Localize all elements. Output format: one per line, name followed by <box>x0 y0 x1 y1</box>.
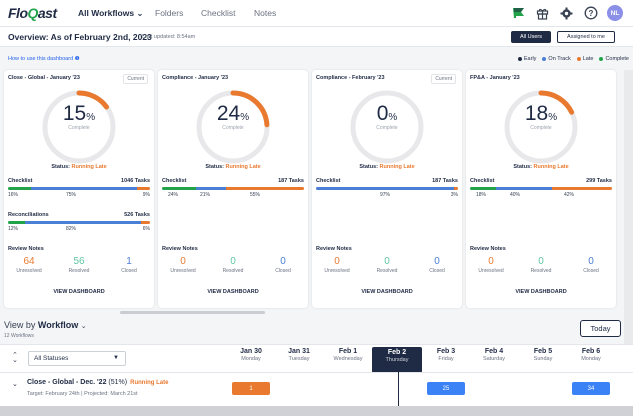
review-notes-title: Review Notes <box>162 246 198 252</box>
card-status: Status: Running Late <box>513 164 569 170</box>
dashboard-card[interactable]: Compliance - January '23 24% Complete St… <box>158 70 308 308</box>
review-notes: 0 Unresolved 0 Resolved 0 Closed <box>478 256 599 274</box>
day-column-header: Jan 30 Monday <box>240 348 262 362</box>
card-status: Status: Running Late <box>51 164 107 170</box>
chevron-down-icon: ⌄ <box>80 323 87 330</box>
review-notes: 0 Unresolved 0 Resolved 0 Closed <box>324 256 445 274</box>
help-icon[interactable]: ? <box>583 6 598 21</box>
dashboard-card[interactable]: FP&A - January '23 18% Complete Status: … <box>466 70 616 308</box>
workflow-count: 12 Workflows <box>4 333 34 339</box>
nav-notes[interactable]: Notes <box>254 8 277 18</box>
expand-chevron-icon[interactable]: ⌄ <box>12 381 18 388</box>
task-count-pill[interactable]: 25 <box>427 382 465 395</box>
top-icon-group: ? NL <box>511 5 623 21</box>
card-title: Compliance - February '23 <box>316 75 385 81</box>
sort-icon[interactable]: ⌃ ⌄ <box>12 352 18 364</box>
timeline-grid: ⌃ ⌄ All Statuses ▼ Jan 30 Monday Jan 31 Tues… <box>0 344 633 416</box>
day-column-header: Feb 1 Wednesday <box>333 348 363 362</box>
last-updated: Last updated: 8:54am <box>142 34 196 40</box>
view-by-selector[interactable]: View by Workflow ⌄ <box>4 320 87 330</box>
caret-down-icon: ▼ <box>113 355 119 361</box>
card-status: Status: Running Late <box>359 164 415 170</box>
day-column-header: Feb 6 Monday <box>581 348 601 362</box>
legend-late: Late <box>576 56 593 62</box>
nav-folders[interactable]: Folders <box>155 8 184 18</box>
view-dashboard-link[interactable]: VIEW DASHBOARD <box>361 289 413 295</box>
current-badge: Current <box>123 74 148 84</box>
logo-text-main: Flo <box>8 5 28 21</box>
svg-text:?: ? <box>588 9 593 18</box>
progress-gauge <box>504 90 578 164</box>
logo[interactable]: FloQast <box>8 5 57 21</box>
progress-gauge <box>42 90 116 164</box>
nav-checklist[interactable]: Checklist <box>201 8 236 18</box>
assigned-to-me-button[interactable]: Assigned to me <box>557 31 615 43</box>
card-title: Compliance - January '23 <box>162 75 229 81</box>
task-count-pill[interactable]: 34 <box>572 382 610 395</box>
gauge-label: 0% Complete <box>376 102 398 131</box>
dashboard-card[interactable]: Close - Global - January '23 Current 15%… <box>4 70 154 308</box>
progress-gauge <box>196 90 270 164</box>
card-title: Close - Global - January '23 <box>8 75 80 81</box>
review-notes-title: Review Notes <box>316 246 352 252</box>
review-notes-title: Review Notes <box>470 246 506 252</box>
checklist-section: Checklist 1046 Tasks 16% 75% 9% <box>8 178 150 198</box>
legend-early: Early <box>517 56 536 62</box>
logo-text-rest: ast <box>37 5 57 21</box>
today-button[interactable]: Today <box>580 320 621 337</box>
day-column-header: Feb 4 Saturday <box>482 348 505 362</box>
task-count-pill[interactable]: 1 <box>232 382 270 395</box>
card-status: Status: Running Late <box>205 164 261 170</box>
current-badge: Current <box>431 74 456 84</box>
gauge-label: 15% Complete <box>62 102 96 131</box>
legend-on-track: On Track <box>542 56 571 62</box>
review-notes: 0 Unresolved 0 Resolved 0 Closed <box>170 256 291 274</box>
logo-text-accent: Q <box>27 5 39 21</box>
status-filter-select[interactable]: All Statuses ▼ <box>28 351 126 366</box>
reconciliations-section: Reconciliations 526 Tasks 12% 82% 6% <box>8 212 150 232</box>
card-title: FP&A - January '23 <box>470 75 520 81</box>
gear-icon[interactable] <box>559 6 574 21</box>
page-title: Overview: As of February 2nd, 2023 <box>8 32 152 42</box>
today-marker-line <box>398 372 399 416</box>
flag-icon[interactable] <box>511 6 526 21</box>
cards-scrollbar[interactable] <box>120 311 265 314</box>
status-legend: Early On Track Late Complete <box>517 56 629 62</box>
avatar[interactable]: NL <box>607 5 623 21</box>
gauge-label: 24% Complete <box>216 102 250 131</box>
nav-all-workflows[interactable]: All Workflows ⌄ <box>78 8 144 18</box>
checklist-section: Checklist 187 Tasks 97% 3% <box>316 178 458 198</box>
day-column-header-today: Feb 2 Thursday <box>372 347 422 373</box>
progress-gauge <box>350 90 424 164</box>
workflow-row-dates: Target: February 24th | Projected: March… <box>27 391 138 397</box>
all-users-button[interactable]: All Users <box>511 31 551 43</box>
view-dashboard-link[interactable]: VIEW DASHBOARD <box>515 289 567 295</box>
day-column-header: Feb 3 Friday <box>436 348 456 362</box>
checklist-section: Checklist 187 Tasks 24% 21% 55% <box>162 178 304 198</box>
dashboard-card[interactable]: Compliance - February '23 Current 0% Com… <box>312 70 462 308</box>
workflow-row-title[interactable]: Close - Global - Dec. '22 (51%) Running L… <box>27 379 169 386</box>
top-nav: FloQast All Workflows ⌄ Folders Checklis… <box>0 0 633 27</box>
day-column-header: Feb 5 Sunday <box>533 348 553 362</box>
day-column-header: Jan 31 Tuesday <box>288 348 310 362</box>
view-dashboard-link[interactable]: VIEW DASHBOARD <box>53 289 105 295</box>
checklist-section: Checklist 299 Tasks 18% 40% 42% <box>470 178 612 198</box>
page-scrollbar[interactable] <box>624 70 633 410</box>
review-notes: 64 Unresolved 56 Resolved 1 Closed <box>16 256 137 274</box>
review-notes-title: Review Notes <box>8 246 44 252</box>
gift-icon[interactable] <box>535 6 550 21</box>
overview-bar: Overview: As of February 2nd, 2023 Last … <box>0 27 633 47</box>
legend-complete: Complete <box>599 56 629 62</box>
bottom-scroll-overlay <box>0 406 633 416</box>
row-divider <box>0 372 633 373</box>
view-dashboard-link[interactable]: VIEW DASHBOARD <box>207 289 259 295</box>
how-to-link[interactable]: How to use this dashboard ❶ <box>8 56 80 62</box>
gauge-label: 18% Complete <box>524 102 558 131</box>
